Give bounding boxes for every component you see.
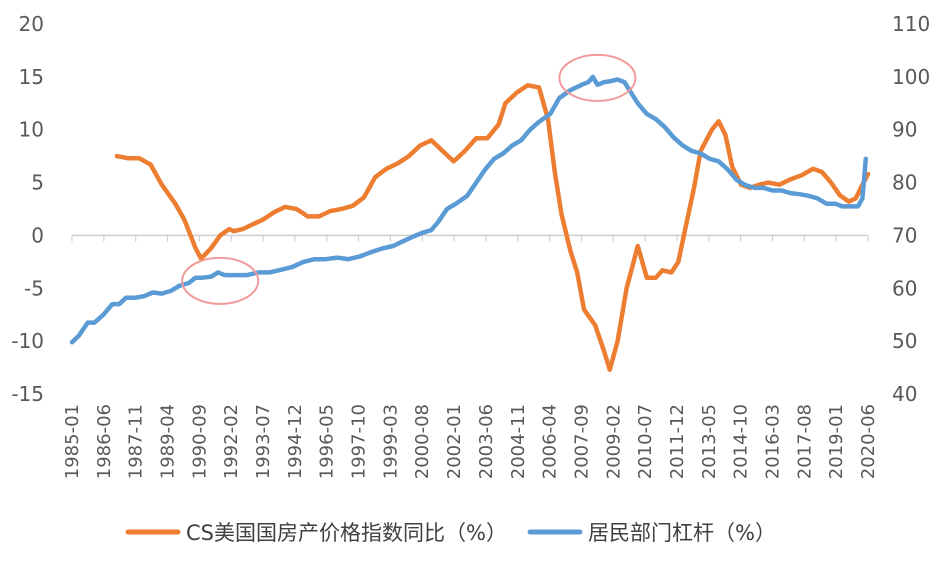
legend-label-leverage: 居民部门杠杆（%）	[588, 521, 776, 545]
left-y-tick-label: 15	[19, 65, 44, 89]
x-tick-label: 2002-01	[444, 404, 465, 479]
x-tick-label: 2020-06	[858, 404, 879, 479]
right-y-tick-label: 110	[892, 12, 930, 36]
x-tick-label: 1994-12	[285, 404, 306, 479]
left-y-tick-label: 0	[31, 223, 44, 247]
right-y-tick-label: 100	[892, 65, 930, 89]
right-y-tick-label: 40	[892, 382, 917, 406]
right-y-tick-label: 60	[892, 276, 917, 300]
x-tick-label: 1997-10	[349, 404, 370, 479]
x-tick-label: 2007-09	[571, 404, 592, 479]
x-tick-label: 2011-12	[667, 404, 688, 479]
x-tick-label: 1986-06	[94, 404, 115, 479]
left-y-tick-label: 5	[31, 171, 44, 195]
left-y-tick-label: -10	[11, 329, 44, 353]
left-y-tick-label: 20	[19, 12, 44, 36]
x-tick-label: 1987-11	[126, 404, 147, 479]
x-tick-label: 2014-10	[731, 404, 752, 479]
x-tick-label: 2003-06	[476, 404, 497, 479]
x-tick-label: 2019-01	[826, 404, 847, 479]
series-layer	[69, 74, 871, 372]
right-y-tick-label: 90	[892, 118, 917, 142]
x-tick-label: 1999-03	[380, 404, 401, 479]
highlight-ellipse	[181, 256, 260, 305]
legend: CS美国国房产价格指数同比（%） 居民部门杠杆（%）	[125, 521, 776, 545]
annotation-layer	[181, 53, 637, 305]
x-tick-label: 1993-07	[253, 404, 274, 479]
x-tick-label: 1996-05	[317, 404, 338, 479]
x-tick-label: 2017-08	[794, 404, 815, 479]
left-y-axis-ticks: 20 15 10 5 0 -5 -10 -15	[11, 12, 44, 406]
house-price-index-yoy-line	[114, 83, 871, 372]
x-tick-label: 1990-09	[189, 404, 210, 479]
left-y-tick-label: -5	[24, 276, 44, 300]
x-tick-label: 2009-02	[603, 404, 624, 479]
x-tick-label: 1989-04	[158, 404, 179, 479]
household-leverage-line	[69, 74, 869, 345]
left-y-tick-label: -15	[11, 382, 44, 406]
x-tick-label: 2000-08	[412, 404, 433, 479]
x-tick-label: 2004-11	[508, 404, 529, 479]
right-y-tick-label: 50	[892, 329, 917, 353]
right-y-tick-label: 80	[892, 171, 917, 195]
right-y-tick-label: 70	[892, 223, 917, 247]
x-tick-label: 2006-04	[540, 404, 561, 479]
x-axis-ticks: 1985-01 1986-06 1987-11 1989-04 1990-09 1992-…	[62, 235, 879, 479]
x-tick-label: 2016-03	[762, 404, 783, 479]
x-tick-label: 1992-02	[221, 404, 242, 479]
left-y-tick-label: 10	[19, 118, 44, 142]
x-tick-label: 1985-01	[62, 404, 83, 479]
x-tick-label: 2010-07	[635, 404, 656, 479]
right-y-axis-ticks: 110 100 90 80 70 60 50 40	[892, 12, 930, 406]
x-tick-label: 2013-05	[699, 404, 720, 479]
legend-label-house-price: CS美国国房产价格指数同比（%）	[186, 521, 507, 545]
highlight-ellipse	[558, 53, 637, 102]
